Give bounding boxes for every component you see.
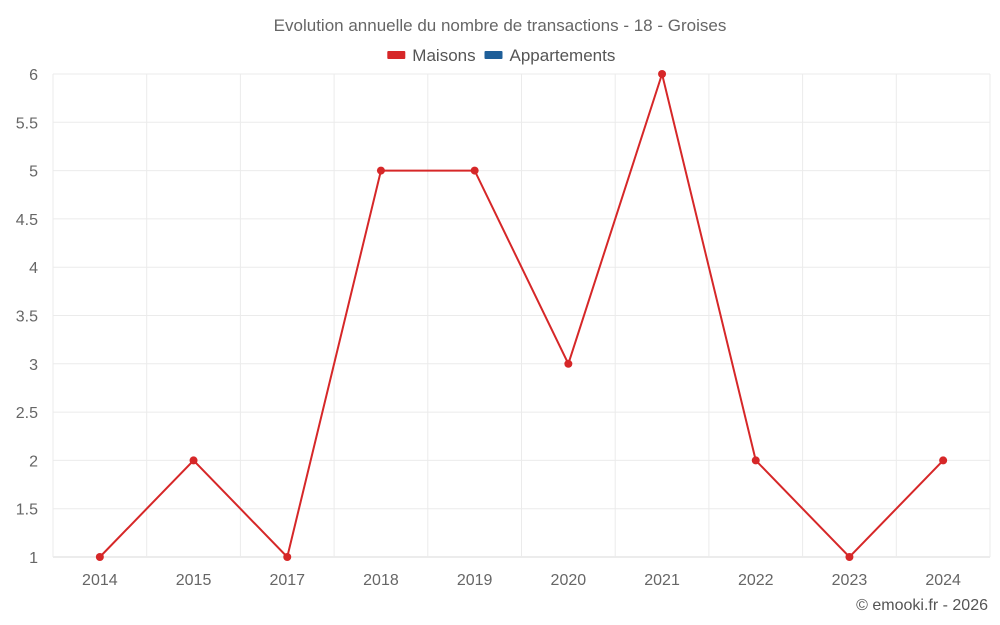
legend-item[interactable]: Appartements [510, 46, 616, 65]
legend: Maisons Appartements [387, 46, 615, 65]
y-tick-label: 2 [29, 453, 38, 470]
data-point[interactable] [189, 456, 198, 465]
legend-marker [484, 51, 503, 59]
data-point[interactable] [658, 70, 667, 78]
x-tick-label: 2015 [176, 572, 212, 589]
data-point[interactable] [95, 553, 104, 561]
x-tick-label: 2021 [644, 572, 680, 589]
y-tick-label: 4.5 [16, 212, 38, 229]
y-tick-label: 3 [29, 357, 38, 374]
x-tick-label: 2017 [269, 572, 305, 589]
x-tick-label: 2022 [738, 572, 774, 589]
x-tick-label: 2014 [82, 572, 118, 589]
chart-title: Evolution annuelle du nombre de transact… [274, 16, 727, 35]
x-tick-label: 2023 [832, 572, 868, 589]
data-point[interactable] [564, 359, 573, 368]
y-tick-label: 3.5 [16, 309, 38, 326]
data-point[interactable] [751, 456, 760, 465]
credit-text: © emooki.fr - 2026 [856, 597, 988, 614]
grid [52, 73, 991, 558]
data-point[interactable] [470, 166, 479, 175]
x-tick-label: 2019 [457, 572, 493, 589]
x-axis: 2014 2015 2017 2018 2019 2020 2021 2022 2023 2024 [82, 572, 961, 589]
y-tick-label: 2.5 [16, 405, 38, 422]
legend-item[interactable]: Maisons [412, 46, 475, 65]
y-tick-label: 5.5 [16, 115, 38, 132]
y-tick-label: 5 [29, 164, 38, 181]
y-tick-label: 4 [29, 260, 38, 277]
data-point[interactable] [939, 456, 948, 465]
legend-marker [387, 51, 406, 59]
x-tick-label: 2018 [363, 572, 399, 589]
data-point[interactable] [845, 553, 854, 561]
data-point[interactable] [376, 166, 385, 175]
x-tick-label: 2020 [551, 572, 587, 589]
x-tick-label: 2024 [925, 572, 961, 589]
y-tick-label: 1 [29, 550, 38, 567]
y-tick-label: 6 [29, 67, 38, 84]
y-tick-label: 1.5 [16, 502, 38, 519]
y-axis: 1 1.5 2 2.5 3 3.5 4 4.5 5 5.5 6 [16, 67, 38, 567]
series-line [99, 70, 944, 559]
data-point[interactable] [283, 553, 292, 561]
series-group [95, 70, 948, 561]
